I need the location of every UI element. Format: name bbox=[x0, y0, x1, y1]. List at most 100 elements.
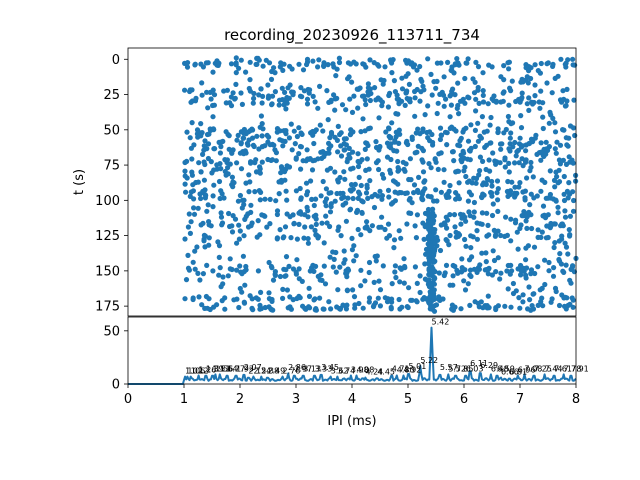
histogram-x-tick-label: 1 bbox=[180, 392, 188, 407]
raster-point bbox=[188, 145, 194, 151]
raster-point bbox=[409, 136, 415, 142]
raster-point bbox=[276, 179, 282, 185]
raster-point bbox=[506, 169, 512, 175]
raster-point bbox=[489, 212, 496, 219]
raster-point bbox=[274, 211, 280, 218]
raster-point bbox=[495, 228, 501, 234]
raster-point bbox=[441, 74, 447, 80]
raster-point bbox=[273, 198, 279, 204]
raster-point bbox=[414, 212, 420, 218]
raster-point bbox=[373, 258, 379, 264]
raster-point bbox=[327, 165, 334, 171]
raster-point bbox=[282, 224, 289, 230]
raster-point bbox=[310, 93, 316, 99]
raster-point bbox=[197, 132, 203, 138]
raster-point bbox=[510, 280, 516, 287]
raster-point bbox=[569, 295, 575, 301]
raster-point bbox=[269, 298, 275, 304]
raster-point bbox=[350, 287, 356, 293]
raster-point bbox=[425, 103, 431, 109]
raster-point bbox=[560, 88, 566, 94]
raster-point bbox=[187, 230, 193, 236]
raster-point bbox=[256, 188, 262, 194]
raster-point bbox=[297, 143, 304, 150]
raster-point bbox=[211, 146, 217, 152]
raster-point bbox=[554, 139, 560, 145]
raster-point bbox=[479, 210, 485, 216]
raster-point bbox=[532, 270, 538, 277]
raster-point bbox=[323, 213, 329, 219]
raster-point bbox=[283, 254, 290, 260]
raster-point bbox=[262, 143, 268, 149]
raster-point bbox=[526, 284, 532, 290]
raster-point bbox=[331, 92, 337, 98]
raster-point bbox=[412, 95, 418, 101]
raster-point bbox=[358, 283, 364, 289]
raster-point bbox=[445, 59, 451, 65]
raster-point bbox=[234, 267, 240, 273]
raster-point bbox=[396, 296, 402, 303]
raster-point bbox=[296, 125, 302, 131]
raster-point bbox=[381, 175, 387, 181]
raster-point bbox=[309, 196, 315, 202]
raster-point bbox=[505, 178, 511, 185]
raster-point bbox=[303, 180, 310, 186]
raster-point bbox=[343, 270, 349, 276]
raster-point bbox=[516, 160, 522, 166]
raster-point bbox=[202, 138, 208, 144]
histogram-peak-label: 6.48 bbox=[491, 364, 509, 373]
raster-point bbox=[284, 211, 290, 217]
raster-point bbox=[327, 209, 334, 215]
raster-point bbox=[462, 100, 468, 106]
raster-point bbox=[222, 306, 228, 312]
raster-point bbox=[563, 244, 570, 250]
raster-point bbox=[210, 114, 216, 120]
raster-point bbox=[248, 202, 254, 208]
raster-point bbox=[216, 272, 222, 278]
raster-point bbox=[187, 135, 193, 141]
raster-point bbox=[476, 100, 482, 106]
raster-point bbox=[267, 142, 273, 148]
raster-point bbox=[318, 149, 324, 155]
raster-point bbox=[250, 127, 256, 133]
raster-point bbox=[283, 106, 289, 112]
raster-point bbox=[441, 220, 447, 226]
raster-point bbox=[538, 140, 544, 146]
raster-point bbox=[194, 244, 200, 250]
raster-point bbox=[485, 177, 491, 183]
raster-point bbox=[466, 257, 473, 263]
raster-point bbox=[280, 97, 286, 103]
histogram-x-tick-label: 4 bbox=[348, 392, 356, 407]
raster-point bbox=[573, 178, 579, 184]
raster-point bbox=[226, 210, 232, 217]
raster-point bbox=[350, 195, 356, 202]
raster-point bbox=[567, 232, 573, 238]
raster-point bbox=[563, 262, 569, 268]
raster-y-tick-label: 175 bbox=[95, 300, 120, 315]
raster-point bbox=[477, 262, 483, 268]
raster-point bbox=[535, 264, 541, 270]
raster-point bbox=[483, 250, 489, 256]
histogram-peak-label: 2.07 bbox=[244, 363, 262, 372]
raster-point bbox=[184, 175, 190, 181]
raster-point bbox=[294, 236, 300, 242]
raster-point bbox=[454, 267, 460, 273]
raster-point bbox=[247, 59, 253, 65]
raster-point bbox=[485, 293, 491, 299]
raster-point bbox=[475, 120, 481, 126]
raster-point bbox=[495, 129, 501, 135]
raster-point bbox=[452, 92, 458, 98]
raster-point bbox=[442, 129, 449, 135]
raster-point bbox=[334, 190, 340, 197]
raster-point bbox=[505, 113, 511, 120]
histogram-peak-label: 6.03 bbox=[466, 364, 484, 373]
raster-point bbox=[566, 180, 572, 186]
histogram-x-tick-label: 6 bbox=[460, 392, 468, 407]
raster-point bbox=[392, 263, 398, 269]
raster-point bbox=[307, 268, 313, 274]
raster-point bbox=[419, 145, 425, 151]
raster-point bbox=[366, 259, 373, 266]
raster-point bbox=[348, 182, 355, 188]
raster-point bbox=[299, 94, 305, 100]
